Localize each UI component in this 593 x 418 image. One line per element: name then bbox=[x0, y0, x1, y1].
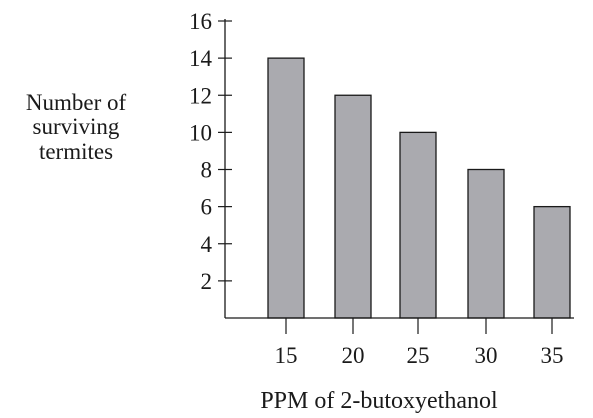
x-tick-label-35: 35 bbox=[541, 343, 564, 368]
y-axis-label-line-1: Number of bbox=[26, 90, 127, 115]
y-axis-label: Number of surviving termites bbox=[26, 90, 127, 164]
y-tick-label-16: 16 bbox=[189, 9, 212, 34]
y-tick-label-6: 6 bbox=[201, 195, 213, 220]
bar-20 bbox=[334, 94, 372, 319]
y-tick-label-10: 10 bbox=[189, 120, 212, 145]
x-axis: 15 20 25 30 35 bbox=[225, 317, 574, 368]
x-tick-label-25: 25 bbox=[407, 343, 430, 368]
y-axis: 2 4 6 8 10 12 14 16 bbox=[189, 9, 232, 318]
x-tick-label-30: 30 bbox=[475, 343, 498, 368]
y-tick-label-14: 14 bbox=[189, 46, 213, 71]
x-tick-label-15: 15 bbox=[275, 343, 298, 368]
bar-25 bbox=[399, 131, 437, 319]
bars-group bbox=[267, 57, 571, 319]
bar-15 bbox=[267, 57, 305, 319]
y-tick-label-2: 2 bbox=[201, 269, 213, 294]
bar-35 bbox=[533, 205, 571, 319]
x-axis-label: PPM of 2-butoxyethanol bbox=[260, 388, 498, 414]
bar-30 bbox=[467, 168, 505, 319]
y-axis-label-line-2: surviving bbox=[33, 114, 120, 139]
y-tick-label-12: 12 bbox=[189, 83, 212, 108]
x-tick-label-20: 20 bbox=[342, 343, 365, 368]
y-tick-label-4: 4 bbox=[201, 232, 213, 257]
y-tick-label-8: 8 bbox=[201, 158, 213, 183]
y-axis-label-line-3: termites bbox=[39, 139, 113, 164]
